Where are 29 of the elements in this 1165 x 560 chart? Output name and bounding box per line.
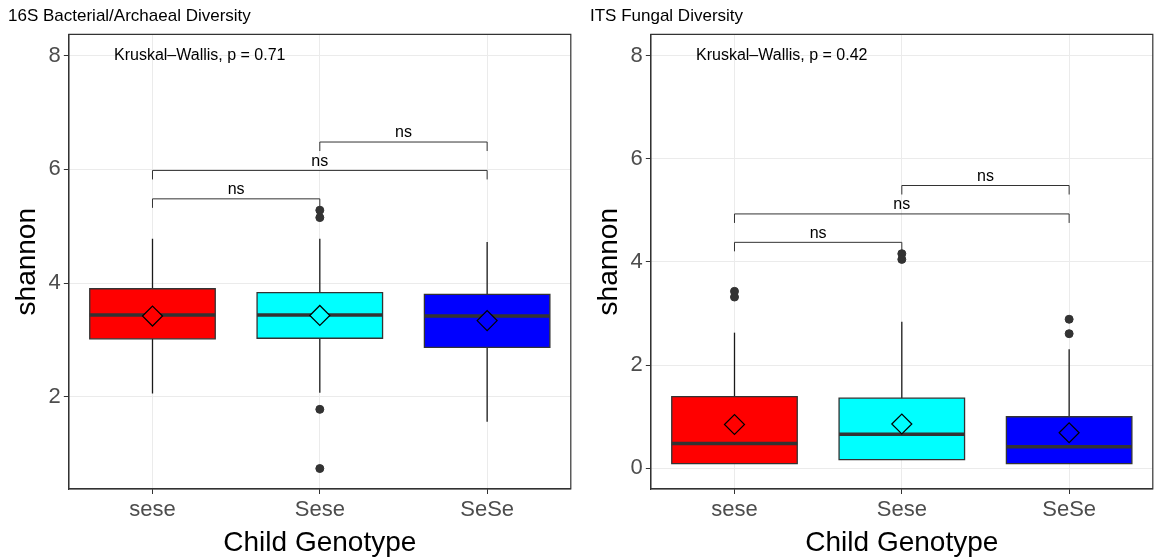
annotation: ns <box>227 180 245 198</box>
x-tick-label: SeSe <box>1042 496 1097 522</box>
annotation: ns <box>809 223 827 241</box>
annotation: Kruskal–Wallis, p = 0.71 <box>114 45 286 63</box>
annotation: ns <box>395 123 412 141</box>
x-axis-title: Child Genotype <box>805 525 999 557</box>
x-tick-label: sese <box>129 496 176 522</box>
y-tick-label: 2 <box>630 351 643 377</box>
y-tick-label: 2 <box>48 382 61 408</box>
y-tick-label: 4 <box>48 269 61 295</box>
x-tick-label: SeSe <box>460 496 515 522</box>
y-tick-label: 4 <box>630 248 643 274</box>
annotation: ns <box>311 151 329 169</box>
annotation: ns <box>893 195 911 213</box>
y-tick-label: 8 <box>630 41 643 67</box>
y-tick-label: 8 <box>48 41 61 67</box>
x-axis-title: Child Genotype <box>223 525 417 557</box>
annotation: Kruskal–Wallis, p = 0.42 <box>696 45 868 63</box>
chart-title: 16S Bacterial/Archaeal Diversity <box>8 5 252 25</box>
x-tick-label: Sese <box>876 496 927 522</box>
y-tick-label: 0 <box>630 454 643 480</box>
y-tick-label: 6 <box>48 155 61 181</box>
annotation: ns <box>977 166 994 184</box>
y-tick-label: 6 <box>630 144 643 170</box>
chart-title: ITS Fungal Diversity <box>590 5 744 25</box>
x-tick-label: sese <box>711 496 758 522</box>
x-tick-label: Sese <box>294 496 345 522</box>
y-axis-title: shannon <box>9 207 41 316</box>
y-axis-title: shannon <box>591 207 623 316</box>
